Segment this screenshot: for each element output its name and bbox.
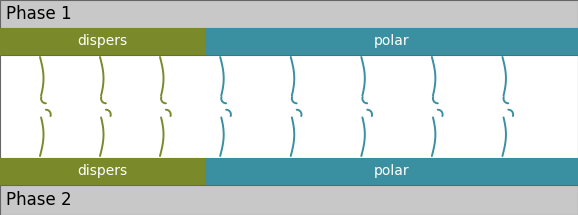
- FancyBboxPatch shape: [205, 28, 578, 55]
- FancyBboxPatch shape: [205, 158, 578, 185]
- FancyBboxPatch shape: [0, 185, 578, 215]
- FancyBboxPatch shape: [0, 158, 205, 185]
- Text: polar: polar: [374, 164, 409, 178]
- Text: dispers: dispers: [77, 164, 128, 178]
- FancyBboxPatch shape: [0, 0, 578, 28]
- FancyBboxPatch shape: [0, 55, 578, 158]
- Text: polar: polar: [374, 34, 409, 49]
- Text: Phase 2: Phase 2: [6, 191, 72, 209]
- Text: dispers: dispers: [77, 34, 128, 49]
- Text: Phase 1: Phase 1: [6, 5, 72, 23]
- FancyBboxPatch shape: [0, 28, 205, 55]
